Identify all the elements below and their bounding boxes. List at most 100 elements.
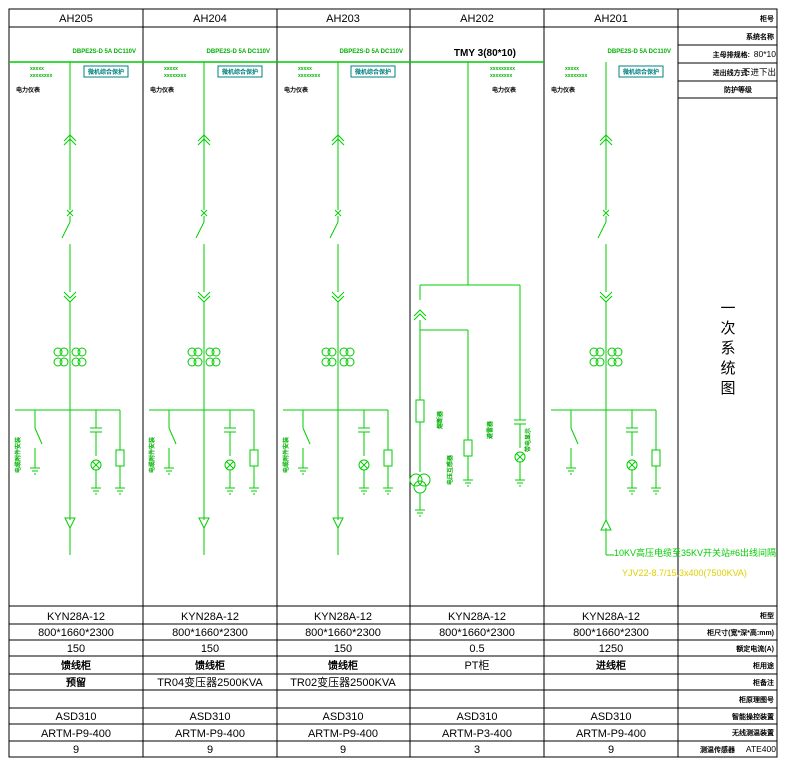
plug-chevron bbox=[197, 295, 211, 303]
dims-3: 800*1660*2300 bbox=[305, 627, 381, 639]
plug-chevron bbox=[331, 134, 345, 142]
plug-chevron bbox=[331, 138, 345, 146]
temp-1: ARTM-P9-400 bbox=[41, 728, 111, 740]
ct-coil bbox=[193, 357, 203, 367]
cable-accessory-label-2: 电缆附件安装 bbox=[148, 437, 156, 473]
incoming-cable-line1: 10KV高压电缆至35KV开关站#6出线间隔 bbox=[614, 547, 776, 558]
plug-chevron bbox=[413, 313, 427, 321]
model-3: KYN28A-12 bbox=[314, 611, 372, 623]
cable-arrow bbox=[332, 517, 344, 530]
cable-accessory-label-3: 电缆附件安装 bbox=[282, 437, 290, 473]
current-3: 150 bbox=[334, 643, 352, 655]
title-char-1: 一 bbox=[720, 300, 735, 317]
side-row-cabinet-number: 柜号 bbox=[759, 14, 774, 23]
control-2: ASD310 bbox=[190, 711, 231, 723]
dc-label-1: DBPE2S-D 5A DC110V bbox=[73, 49, 136, 55]
breaker bbox=[66, 209, 74, 217]
feeder-column bbox=[15, 62, 125, 555]
ct-coil bbox=[193, 347, 203, 357]
cabinet-id-4: AH202 bbox=[460, 13, 494, 25]
pt-label-fuse: 熔断器 bbox=[436, 410, 444, 429]
ct-coil bbox=[59, 357, 69, 367]
earth-switch bbox=[570, 427, 579, 445]
ct-coil bbox=[321, 347, 331, 357]
side-label-dims: 柜尺寸(宽*深*高:mm) bbox=[706, 628, 774, 637]
ct-coil bbox=[607, 347, 617, 357]
ct-coil bbox=[595, 357, 605, 367]
plug-chevron bbox=[331, 291, 345, 299]
svg-text:xxxxxxxx: xxxxxxxx bbox=[490, 73, 512, 79]
ct-coil bbox=[187, 347, 197, 357]
ct-coil bbox=[187, 357, 197, 367]
ct-coil bbox=[321, 357, 331, 367]
current-2: 150 bbox=[201, 643, 219, 655]
model-4: KYN28A-12 bbox=[448, 611, 506, 623]
ct-coil bbox=[607, 357, 617, 367]
earth-switch bbox=[168, 427, 177, 445]
model-5: KYN28A-12 bbox=[582, 611, 640, 623]
plug-chevron bbox=[63, 134, 77, 142]
dc-label-5: DBPE2S-D 5A DC110V bbox=[608, 49, 671, 55]
side-label-control: 智能操控装置 bbox=[732, 712, 774, 721]
breaker bbox=[200, 209, 208, 217]
feeder-columns bbox=[15, 62, 661, 556]
pt-transformer-coil bbox=[417, 473, 431, 487]
side-row-system-name: 系统名称 bbox=[746, 32, 774, 41]
plug-chevron bbox=[599, 295, 613, 303]
plug-chevron bbox=[63, 138, 77, 146]
current-4: 0.5 bbox=[469, 643, 484, 655]
breaker bbox=[602, 209, 610, 217]
side-row-busbar-label: 主母排规格: bbox=[713, 50, 750, 59]
temp-5: ARTM-P9-400 bbox=[576, 728, 646, 740]
protection-boxes: 微机综合保护 微机综合保护 微机综合保护 微机综合保护 bbox=[83, 65, 664, 78]
incoming-column bbox=[551, 62, 661, 555]
ct-coil bbox=[327, 347, 337, 357]
usage-1: 馈线柜 bbox=[60, 659, 91, 672]
meter-label-5: 电力仪表 bbox=[551, 86, 576, 94]
ct-coil bbox=[339, 357, 349, 367]
ct-coil bbox=[613, 357, 623, 367]
usage-2: 馈线柜 bbox=[194, 659, 225, 672]
cable-arrow bbox=[198, 517, 210, 530]
side-label-drawing: 柜原理图号 bbox=[738, 695, 774, 704]
model-2: KYN28A-12 bbox=[181, 611, 239, 623]
plug-chevron bbox=[197, 138, 211, 146]
cable-accessory-label-1: 电缆附件安装 bbox=[14, 437, 22, 473]
dc-label-2: DBPE2S-D 5A DC110V bbox=[207, 49, 270, 55]
protect-label-5: 微机综合保护 bbox=[622, 68, 659, 76]
plug-chevron bbox=[413, 309, 427, 317]
arrester bbox=[115, 449, 125, 467]
title-char-4: 统 bbox=[720, 360, 735, 377]
side-label-sensors: 测温传感器 bbox=[700, 745, 736, 754]
pt-arrester bbox=[463, 439, 473, 457]
current-5: 1250 bbox=[599, 643, 623, 655]
dims-5: 800*1660*2300 bbox=[573, 627, 649, 639]
pt-label-arrester: 避雷器 bbox=[486, 420, 494, 440]
plug-chevron bbox=[197, 134, 211, 142]
feeder-column bbox=[283, 62, 393, 555]
dims-2: 800*1660*2300 bbox=[172, 627, 248, 639]
pt-fuse bbox=[415, 399, 425, 423]
circuit-1: 预留 bbox=[66, 676, 86, 689]
sensors-1: 9 bbox=[73, 744, 79, 756]
svg-text:xxxxx: xxxxx bbox=[565, 66, 579, 72]
meter-label-2: 电力仪表 bbox=[150, 86, 175, 94]
pt-label-transformer: 电压互感器 bbox=[446, 454, 454, 485]
pt-transformer-coil bbox=[409, 473, 423, 487]
ct-coil bbox=[589, 357, 599, 367]
breaker-switch bbox=[329, 221, 339, 239]
meter-label-3: 电力仪表 bbox=[284, 86, 309, 94]
temp-3: ARTM-P9-400 bbox=[308, 728, 378, 740]
side-label-model: 柜型 bbox=[759, 611, 774, 620]
svg-text:xxxxx: xxxxx bbox=[298, 66, 312, 72]
cable-arrow bbox=[64, 517, 76, 530]
ct-coil bbox=[205, 357, 215, 367]
column-dividers bbox=[142, 9, 679, 757]
svg-text:xxxxxxxx: xxxxxxxx bbox=[164, 73, 186, 79]
control-1: ASD310 bbox=[56, 711, 97, 723]
pt-transformer-coil bbox=[413, 480, 427, 494]
pt-label-indicator: 带电显示 bbox=[524, 428, 532, 452]
cabinet-id-1: AH205 bbox=[59, 13, 93, 25]
cabinet-id-3: AH203 bbox=[326, 13, 360, 25]
